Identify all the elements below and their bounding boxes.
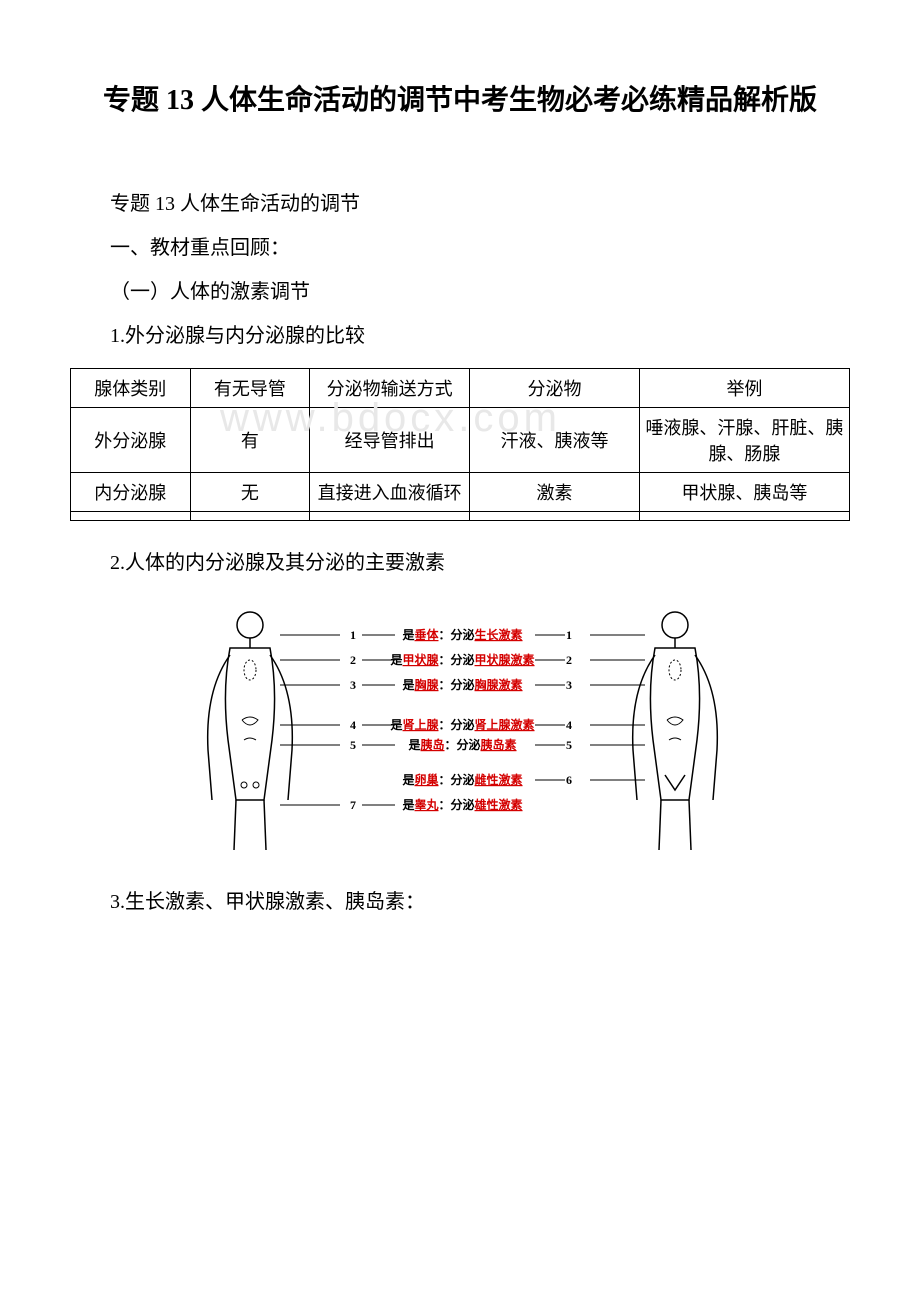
table-empty-cell <box>310 512 470 521</box>
svg-text:1: 1 <box>566 628 572 642</box>
table-cell: 有 <box>190 408 310 473</box>
table-cell: 无 <box>190 473 310 512</box>
svg-text:是肾上腺：分泌肾上腺激素: 是肾上腺：分泌肾上腺激素 <box>389 717 534 732</box>
svg-text:4: 4 <box>566 718 572 732</box>
svg-text:7: 7 <box>350 798 356 812</box>
svg-text:是甲状腺：分泌甲状腺激素: 是甲状腺：分泌甲状腺激素 <box>389 652 534 667</box>
svg-text:2: 2 <box>566 653 572 667</box>
paragraph-subsection1: （一）人体的激素调节 <box>70 270 850 314</box>
table-empty-cell <box>639 512 849 521</box>
svg-text:5: 5 <box>350 738 356 752</box>
svg-text:2: 2 <box>350 653 356 667</box>
table-empty-cell <box>470 512 640 521</box>
table-header-cell: 分泌物输送方式 <box>310 369 470 408</box>
svg-text:3: 3 <box>566 678 572 692</box>
svg-text:是卵巢：分泌雌性激素: 是卵巢：分泌雌性激素 <box>401 772 522 787</box>
paragraph-item2: 2.人体的内分泌腺及其分泌的主要激素 <box>70 541 850 585</box>
endocrine-diagram: 是垂体：分泌生长激素 1 1 是甲状腺：分泌甲状腺激素 2 2 是胸腺：分泌胸腺激素 3 3 是肾… <box>70 600 850 865</box>
svg-text:是睾丸：分泌雄性激素: 是睾丸：分泌雄性激素 <box>401 797 522 812</box>
svg-text:6: 6 <box>566 773 572 787</box>
svg-text:是垂体：分泌生长激素: 是垂体：分泌生长激素 <box>401 627 522 642</box>
table-cell: 直接进入血液循环 <box>310 473 470 512</box>
table-cell: 激素 <box>470 473 640 512</box>
table-header-cell: 分泌物 <box>470 369 640 408</box>
table-cell: 内分泌腺 <box>71 473 191 512</box>
table-cell: 唾液腺、汗腺、肝脏、胰腺、肠腺 <box>639 408 849 473</box>
table-cell: 经导管排出 <box>310 408 470 473</box>
table-header-cell: 有无导管 <box>190 369 310 408</box>
svg-text:是胸腺：分泌胸腺激素: 是胸腺：分泌胸腺激素 <box>401 677 522 692</box>
svg-text:4: 4 <box>350 718 356 732</box>
page-title: 专题 13 人体生命活动的调节中考生物必考必练精品解析版 <box>70 80 850 122</box>
svg-text:5: 5 <box>566 738 572 752</box>
paragraph-item1: 1.外分泌腺与内分泌腺的比较 <box>70 314 850 358</box>
table-cell: 外分泌腺 <box>71 408 191 473</box>
body-diagram-svg: 是垂体：分泌生长激素 1 1 是甲状腺：分泌甲状腺激素 2 2 是胸腺：分泌胸腺激素 3 3 是肾… <box>180 600 740 860</box>
svg-text:1: 1 <box>350 628 356 642</box>
svg-text:3: 3 <box>350 678 356 692</box>
comparison-table: 腺体类别有无导管分泌物输送方式分泌物举例外分泌腺有经导管排出汗液、胰液等唾液腺、… <box>70 368 850 521</box>
table-header-cell: 举例 <box>639 369 849 408</box>
paragraph-topic: 专题 13 人体生命活动的调节 <box>70 182 850 226</box>
table-cell: 汗液、胰液等 <box>470 408 640 473</box>
table-empty-cell <box>190 512 310 521</box>
svg-text:是胰岛：分泌胰岛素: 是胰岛：分泌胰岛素 <box>407 737 516 752</box>
table-empty-cell <box>71 512 191 521</box>
table-container: www.bdocx.com 腺体类别有无导管分泌物输送方式分泌物举例外分泌腺有经… <box>70 368 850 521</box>
table-header-cell: 腺体类别 <box>71 369 191 408</box>
paragraph-section1: 一、教材重点回顾： <box>70 226 850 270</box>
table-cell: 甲状腺、胰岛等 <box>639 473 849 512</box>
paragraph-item3: 3.生长激素、甲状腺激素、胰岛素： <box>70 880 850 924</box>
